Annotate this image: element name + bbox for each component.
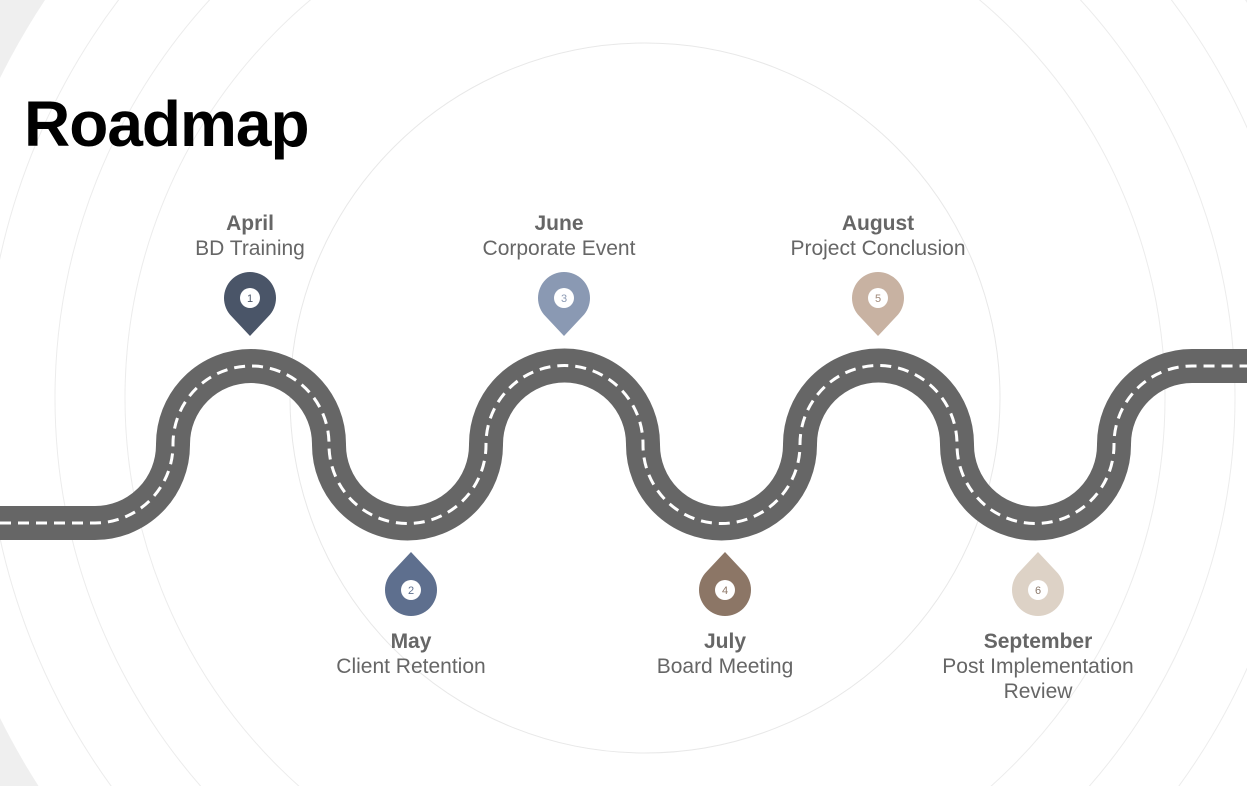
- page-title: Roadmap: [24, 88, 310, 160]
- milestone-month: September: [983, 630, 1093, 653]
- milestone-marker-3: 3: [538, 272, 590, 336]
- svg-text:2: 2: [408, 585, 414, 597]
- svg-text:1: 1: [247, 293, 253, 305]
- svg-text:3: 3: [561, 293, 567, 305]
- milestone-month: August: [841, 212, 915, 235]
- svg-text:4: 4: [722, 585, 728, 597]
- milestone-month: May: [390, 630, 432, 653]
- svg-text:6: 6: [1035, 585, 1041, 597]
- milestone-marker-2: 2: [385, 552, 437, 616]
- milestone-label-2: May Client Retention: [281, 629, 541, 679]
- milestone-text: Project Conclusion: [790, 237, 966, 260]
- milestone-label-4: July Board Meeting: [595, 629, 855, 679]
- road: [0, 348, 1247, 541]
- milestone-label-6: September Post Implementation Review: [908, 629, 1168, 704]
- milestone-text: Board Meeting: [656, 655, 794, 678]
- milestone-label-5: August Project Conclusion: [748, 211, 1008, 261]
- milestone-marker-4: 4: [699, 552, 751, 616]
- milestone-marker-5: 5: [852, 272, 904, 336]
- milestone-label-3: June Corporate Event: [429, 211, 689, 261]
- milestone-label-1: April BD Training: [120, 211, 380, 261]
- svg-text:5: 5: [875, 293, 881, 305]
- milestone-marker-1: 1: [224, 272, 276, 336]
- milestone-text: Client Retention: [336, 655, 486, 678]
- milestone-text: BD Training: [195, 237, 305, 260]
- road-center-dashes: [0, 364, 1247, 525]
- milestone-text: Post Implementation Review: [942, 655, 1134, 703]
- milestone-month: June: [534, 212, 584, 235]
- milestone-month: July: [703, 630, 747, 653]
- milestone-text: Corporate Event: [482, 237, 636, 260]
- milestone-month: April: [226, 212, 274, 235]
- milestone-marker-6: 6: [1012, 552, 1064, 616]
